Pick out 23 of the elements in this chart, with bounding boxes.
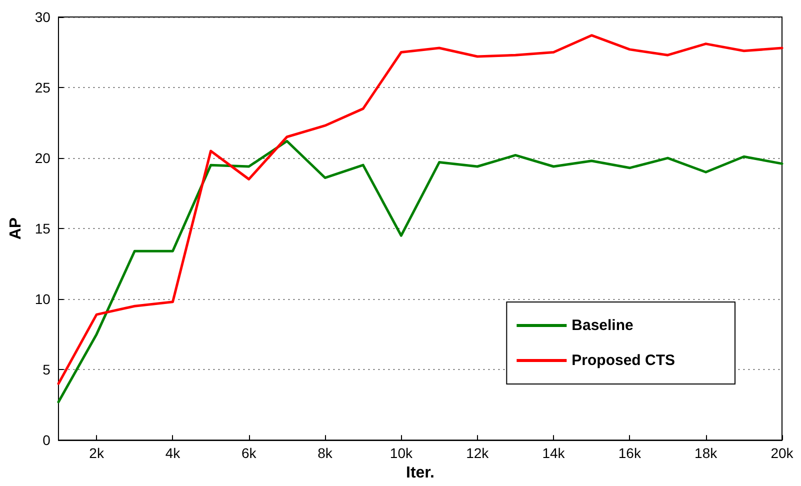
y-tick-label: 15 (34, 220, 51, 237)
legend-label: Baseline (572, 317, 634, 334)
x-tick-label: 2k (89, 445, 105, 462)
y-tick-label: 25 (34, 80, 51, 96)
y-tick-label: 20 (34, 150, 51, 166)
line-series (57, 34, 784, 385)
legend-label: Proposed CTS (572, 352, 676, 369)
y-tick-label: 30 (34, 9, 51, 25)
x-tick-label: 14k (542, 445, 566, 462)
y-axis-title: AP (8, 217, 24, 240)
x-tick-label: 6k (241, 445, 258, 462)
x-tick-label: 20k (770, 445, 794, 462)
x-tick-label: 8k (318, 445, 334, 462)
line-series (57, 140, 784, 404)
x-axis-title: Iter. (406, 464, 434, 482)
x-tick-label: 10k (390, 445, 414, 462)
x-tick-label: 12k (466, 445, 490, 462)
x-tick-label: 4k (165, 445, 182, 462)
y-tick-label: 10 (34, 291, 51, 308)
y-tick-label: 5 (42, 362, 51, 378)
x-tick-label: 16k (618, 445, 642, 462)
y-tick-label: 0 (42, 432, 51, 448)
x-tick-label: 18k (694, 445, 718, 462)
